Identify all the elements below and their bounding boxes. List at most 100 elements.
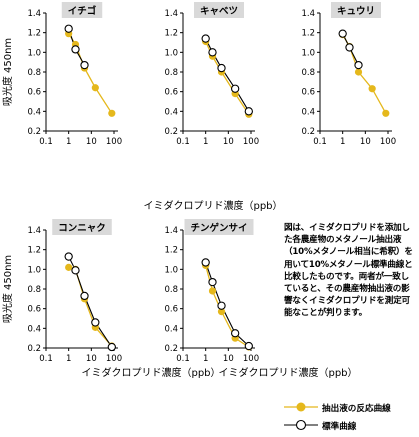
x-tick-label-1: 100 [106, 137, 122, 147]
panel-title-5: チンゲンサイ [190, 222, 247, 234]
legend-item-extract: 抽出液の反応曲線 [284, 400, 419, 418]
standard-point-2 [244, 107, 253, 116]
title-box-3 [331, 2, 381, 18]
y-tick-label-5: 1.4 [164, 226, 178, 236]
legend-item-standard: 標準曲線 [284, 418, 419, 436]
standard-point-5 [201, 258, 210, 267]
x-tick-label-3: 1 [340, 137, 345, 147]
y-tick-label-3: 0.6 [301, 88, 315, 98]
extract-point-1 [91, 84, 99, 92]
y-tick-label-4: 1.4 [27, 226, 41, 236]
x-tick-label-4: 1 [66, 354, 71, 364]
y-tick-label-2: 0.4 [164, 107, 178, 117]
legend-label-standard: 標準曲線 [322, 422, 357, 432]
y-tick-label-1: 0.8 [27, 68, 41, 78]
y-tick-label-4: 1.2 [27, 246, 41, 256]
standard-point-2 [201, 34, 210, 43]
y-tick-label-1: 0.4 [27, 107, 41, 117]
standard-point-4 [71, 266, 80, 275]
y-tick-label-3: 1.0 [301, 48, 315, 58]
y-tick-label-5: 0.4 [164, 324, 178, 334]
x-tick-label-1: 10 [86, 137, 97, 147]
standard-point-4 [107, 342, 116, 352]
extract-line-4 [68, 266, 113, 347]
extract-point-1 [108, 109, 116, 117]
standard-point-2 [208, 48, 217, 57]
y-tick-label-4: 1.0 [27, 265, 41, 275]
y-tick-label-1: 0.2 [27, 127, 41, 137]
x-tick-label-3: 0.1 [313, 137, 327, 147]
x-tick-label-2: 0.1 [176, 137, 190, 147]
title-box-2 [194, 2, 244, 18]
x-tick-label-1: 1 [66, 137, 71, 147]
y-tick-label-2: 0.2 [164, 127, 178, 137]
title-box-4 [52, 219, 112, 235]
x-tick-label-4: 0.1 [39, 354, 53, 364]
y-tick-label-5: 1.0 [164, 265, 178, 275]
standard-point-4 [64, 252, 73, 261]
y-tick-label-4: 0.8 [27, 285, 41, 295]
extract-point-5 [217, 308, 226, 316]
y-tick-label-3: 1.2 [301, 29, 315, 39]
standard-point-5 [217, 301, 226, 310]
y-tick-label-3: 0.4 [301, 107, 315, 117]
y-tick-label-3: 1.4 [301, 9, 315, 19]
standard-point-3 [354, 60, 363, 70]
standard-point-1 [80, 60, 89, 70]
panel-title-1: イチゴ [68, 5, 97, 17]
y-tick-label-1: 1.0 [27, 48, 41, 58]
x-tick-label-3: 10 [360, 137, 371, 147]
y-tick-label-2: 1.0 [164, 48, 178, 58]
standard-point-5 [244, 341, 253, 351]
y-tick-label-2: 0.8 [164, 68, 178, 78]
standard-point-2 [217, 63, 226, 73]
extract-point-4 [65, 263, 73, 271]
legend-swatch-standard [284, 419, 318, 431]
x-tick-label-5: 10 [223, 354, 234, 364]
y-axis-label-4: 吸光度 450nm [1, 255, 14, 323]
x-tick-label-2: 10 [223, 137, 234, 147]
y-tick-label-5: 0.6 [164, 305, 178, 315]
standard-point-4 [91, 318, 100, 327]
extract-point-3 [382, 109, 390, 117]
y-tick-label-4: 0.4 [27, 324, 41, 334]
standard-point-3 [338, 29, 347, 38]
y-tick-label-3: 0.8 [301, 68, 315, 78]
standard-point-4 [80, 291, 89, 301]
y-tick-label-5: 0.8 [164, 285, 178, 295]
y-tick-label-5: 1.2 [164, 246, 178, 256]
y-tick-label-4: 0.6 [27, 305, 41, 315]
x-axis-label-4: イミダクロプリド濃度（ppb） [81, 366, 220, 379]
y-tick-label-1: 1.4 [27, 9, 41, 19]
caption-text: 図は、イミダクロプリドを添加した各農産物のメタノール抽出液（10%メタノール相当… [284, 223, 413, 319]
y-tick-label-4: 0.2 [27, 344, 41, 354]
legend-swatch-extract [284, 402, 318, 412]
x-tick-label-1: 0.1 [39, 137, 53, 147]
y-tick-label-2: 1.2 [164, 29, 178, 39]
panel-title-4: コンニャク [58, 223, 106, 234]
title-box-1 [61, 2, 103, 18]
standard-point-3 [345, 43, 354, 52]
standard-point-1 [64, 24, 73, 33]
x-tick-label-5: 0.1 [176, 354, 190, 364]
extract-point-5 [208, 287, 217, 295]
standard-point-2 [231, 84, 240, 93]
x-tick-label-4: 100 [106, 354, 122, 364]
standard-line-5 [205, 262, 250, 347]
standard-point-5 [208, 277, 217, 287]
y-tick-label-1: 1.2 [27, 29, 41, 39]
x-tick-label-2: 100 [243, 137, 259, 147]
top-x-axis-label: イミダクロプリド濃度（ppb） [143, 199, 282, 212]
standard-point-1 [71, 45, 80, 54]
panel-title-3: キュウリ [337, 6, 375, 17]
legend-label-extract: 抽出液の反応曲線 [322, 404, 391, 414]
y-tick-label-2: 0.6 [164, 88, 178, 98]
legend: 抽出液の反応曲線 標準曲線 [284, 400, 419, 436]
x-tick-label-3: 100 [380, 137, 396, 147]
x-axis-label-5: イミダクロプリド濃度（ppb） [218, 366, 357, 379]
x-tick-label-2: 1 [203, 137, 208, 147]
extract-point-3 [354, 68, 363, 76]
title-box-5 [184, 219, 254, 235]
extract-line-5 [205, 265, 250, 348]
